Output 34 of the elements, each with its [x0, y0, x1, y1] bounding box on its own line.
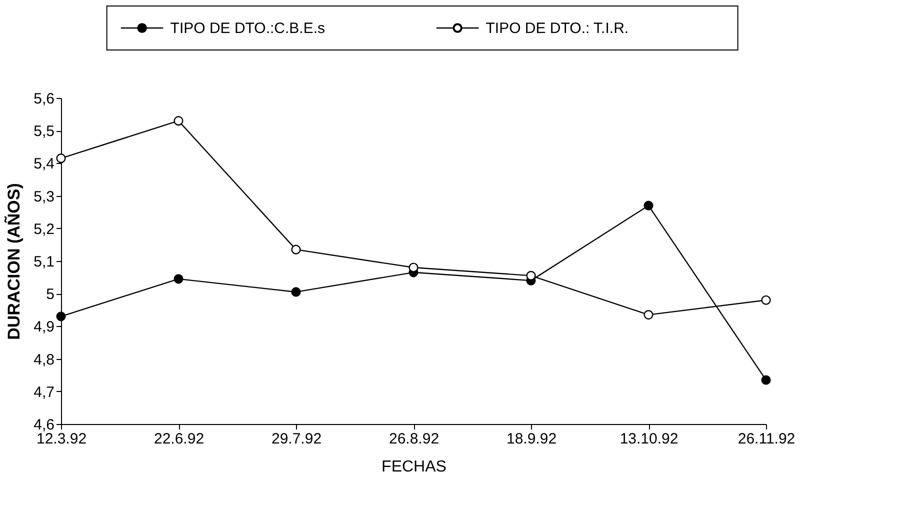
point: [56, 312, 66, 322]
point: [644, 200, 654, 210]
point: [174, 116, 184, 126]
y-tick-label: 5: [46, 286, 54, 304]
x-tick-label: 29.7.92: [271, 430, 322, 448]
x-tick-label: 26.11.92: [738, 430, 796, 448]
point: [56, 154, 66, 164]
x-tick-label: 26.8.92: [388, 430, 440, 448]
point: [408, 262, 418, 272]
y-tick-label: 4,6: [34, 416, 54, 434]
y-tick-label: 5,4: [34, 156, 54, 173]
y-tick-label: 4,8: [34, 351, 54, 368]
y-tick-label: 5,3: [34, 188, 54, 206]
y-tick-label: 4,7: [34, 384, 54, 401]
point: [291, 287, 301, 297]
y-tick-label: 5,5: [34, 123, 54, 140]
y-tick-label: 5,6: [34, 90, 54, 108]
y-axis-title: DURACION (AÑOS): [4, 183, 24, 340]
x-tick-label: 22.6.92: [154, 430, 204, 448]
legend-label: TIPO DE DTO.:C.B.E.s: [170, 20, 326, 37]
y-tick-label: 5,2: [34, 220, 54, 238]
point: [644, 310, 654, 320]
x-tick-label: 12.3.92: [36, 430, 87, 448]
y-tick-label: 4,9: [34, 318, 54, 336]
point: [761, 295, 771, 305]
legend-label: TIPO DE DTO.: T.I.R.: [486, 20, 629, 37]
x-axis-title: FECHAS: [382, 458, 446, 476]
point: [174, 274, 184, 284]
x-tick-label: 18.9.92: [506, 430, 557, 448]
x-tick-label: 13.10.92: [620, 430, 678, 448]
point: [761, 375, 771, 385]
point: [291, 244, 301, 254]
y-tick-label: 5,1: [34, 254, 54, 270]
point: [526, 270, 536, 280]
